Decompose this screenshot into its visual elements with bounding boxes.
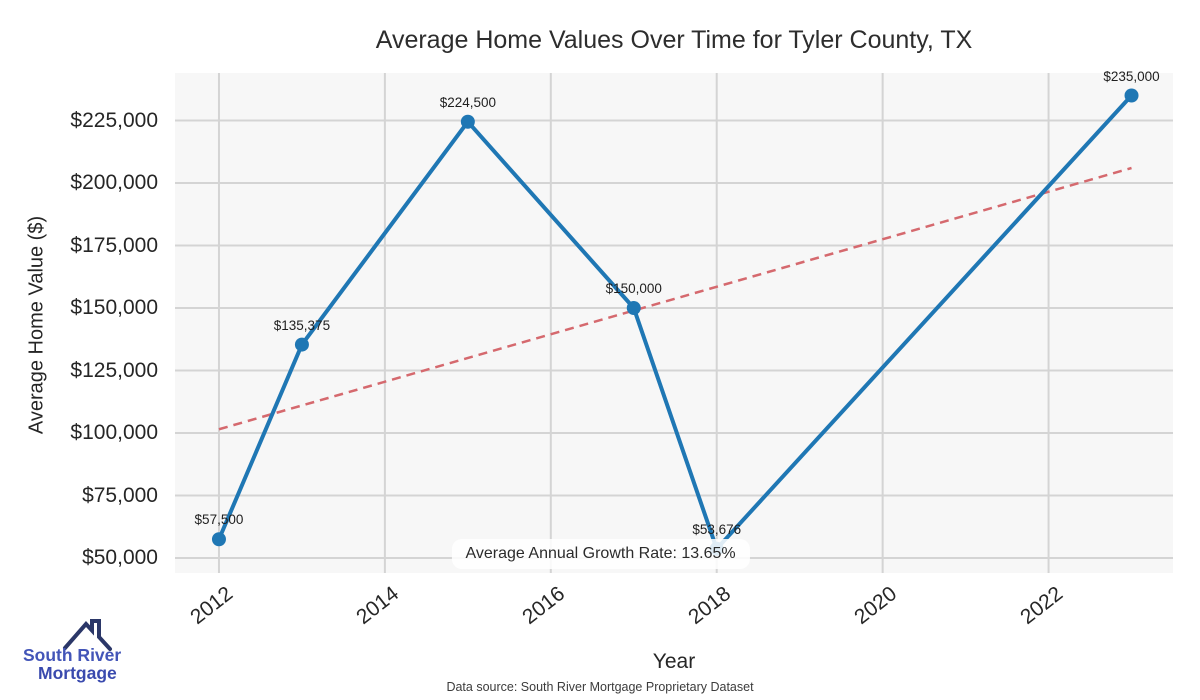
logo-text-line2: Mortgage	[38, 663, 117, 683]
data-point-marker	[626, 301, 641, 315]
y-tick-label: $175,000	[70, 233, 158, 257]
data-point-label: $57,500	[194, 512, 244, 528]
y-tick-label: $225,000	[70, 108, 158, 132]
data-point-label: $235,000	[1103, 68, 1160, 84]
x-axis-label: Year	[652, 650, 696, 673]
growth-rate-annotation: Average Annual Growth Rate: 13.65%	[451, 539, 750, 569]
y-tick-label: $100,000	[70, 421, 158, 444]
logo-text-line1: South River	[23, 645, 121, 665]
house-roof-icon	[63, 619, 112, 651]
data-source-note: Data source: South River Mortgage Propri…	[446, 680, 754, 694]
south-river-mortgage-logo: South River Mortgage	[23, 619, 121, 683]
data-point-marker	[1124, 88, 1139, 103]
y-tick-label: $150,000	[70, 296, 158, 319]
data-point-marker	[460, 114, 475, 129]
data-point-label: $53,676	[692, 521, 742, 537]
trend-line	[218, 166, 1132, 431]
data-point-label: $135,375	[273, 317, 331, 333]
value-line	[216, 93, 1134, 551]
data-point-marker	[211, 532, 226, 547]
y-tick-label: $75,000	[82, 483, 158, 507]
y-tick-label: $50,000	[82, 546, 158, 569]
y-tick-label: $125,000	[70, 358, 158, 382]
chart-title: Average Home Values Over Time for Tyler …	[375, 26, 973, 54]
data-point-marker	[294, 337, 309, 352]
data-point-label: $224,500	[439, 94, 496, 110]
y-tick-label: $200,000	[70, 171, 158, 194]
data-point-label: $150,000	[605, 281, 662, 296]
plot-background	[175, 73, 1173, 573]
